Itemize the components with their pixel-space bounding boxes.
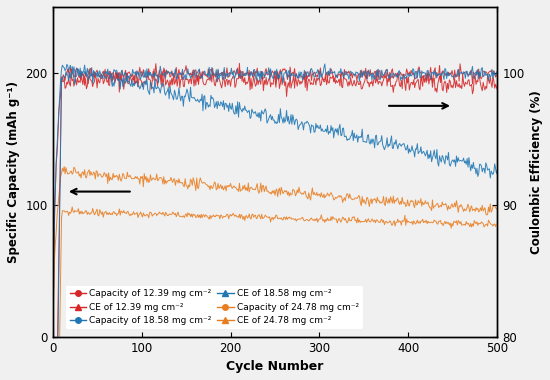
X-axis label: Cycle Number: Cycle Number: [226, 360, 324, 373]
Legend: Capacity of 12.39 mg cm⁻², CE of 12.39 mg cm⁻², Capacity of 18.58 mg cm⁻², CE of: Capacity of 12.39 mg cm⁻², CE of 12.39 m…: [66, 286, 363, 329]
Y-axis label: Coulombic Efficiency (%): Coulombic Efficiency (%): [530, 90, 543, 254]
Y-axis label: Specific Capacity (mAh g⁻¹): Specific Capacity (mAh g⁻¹): [7, 81, 20, 263]
